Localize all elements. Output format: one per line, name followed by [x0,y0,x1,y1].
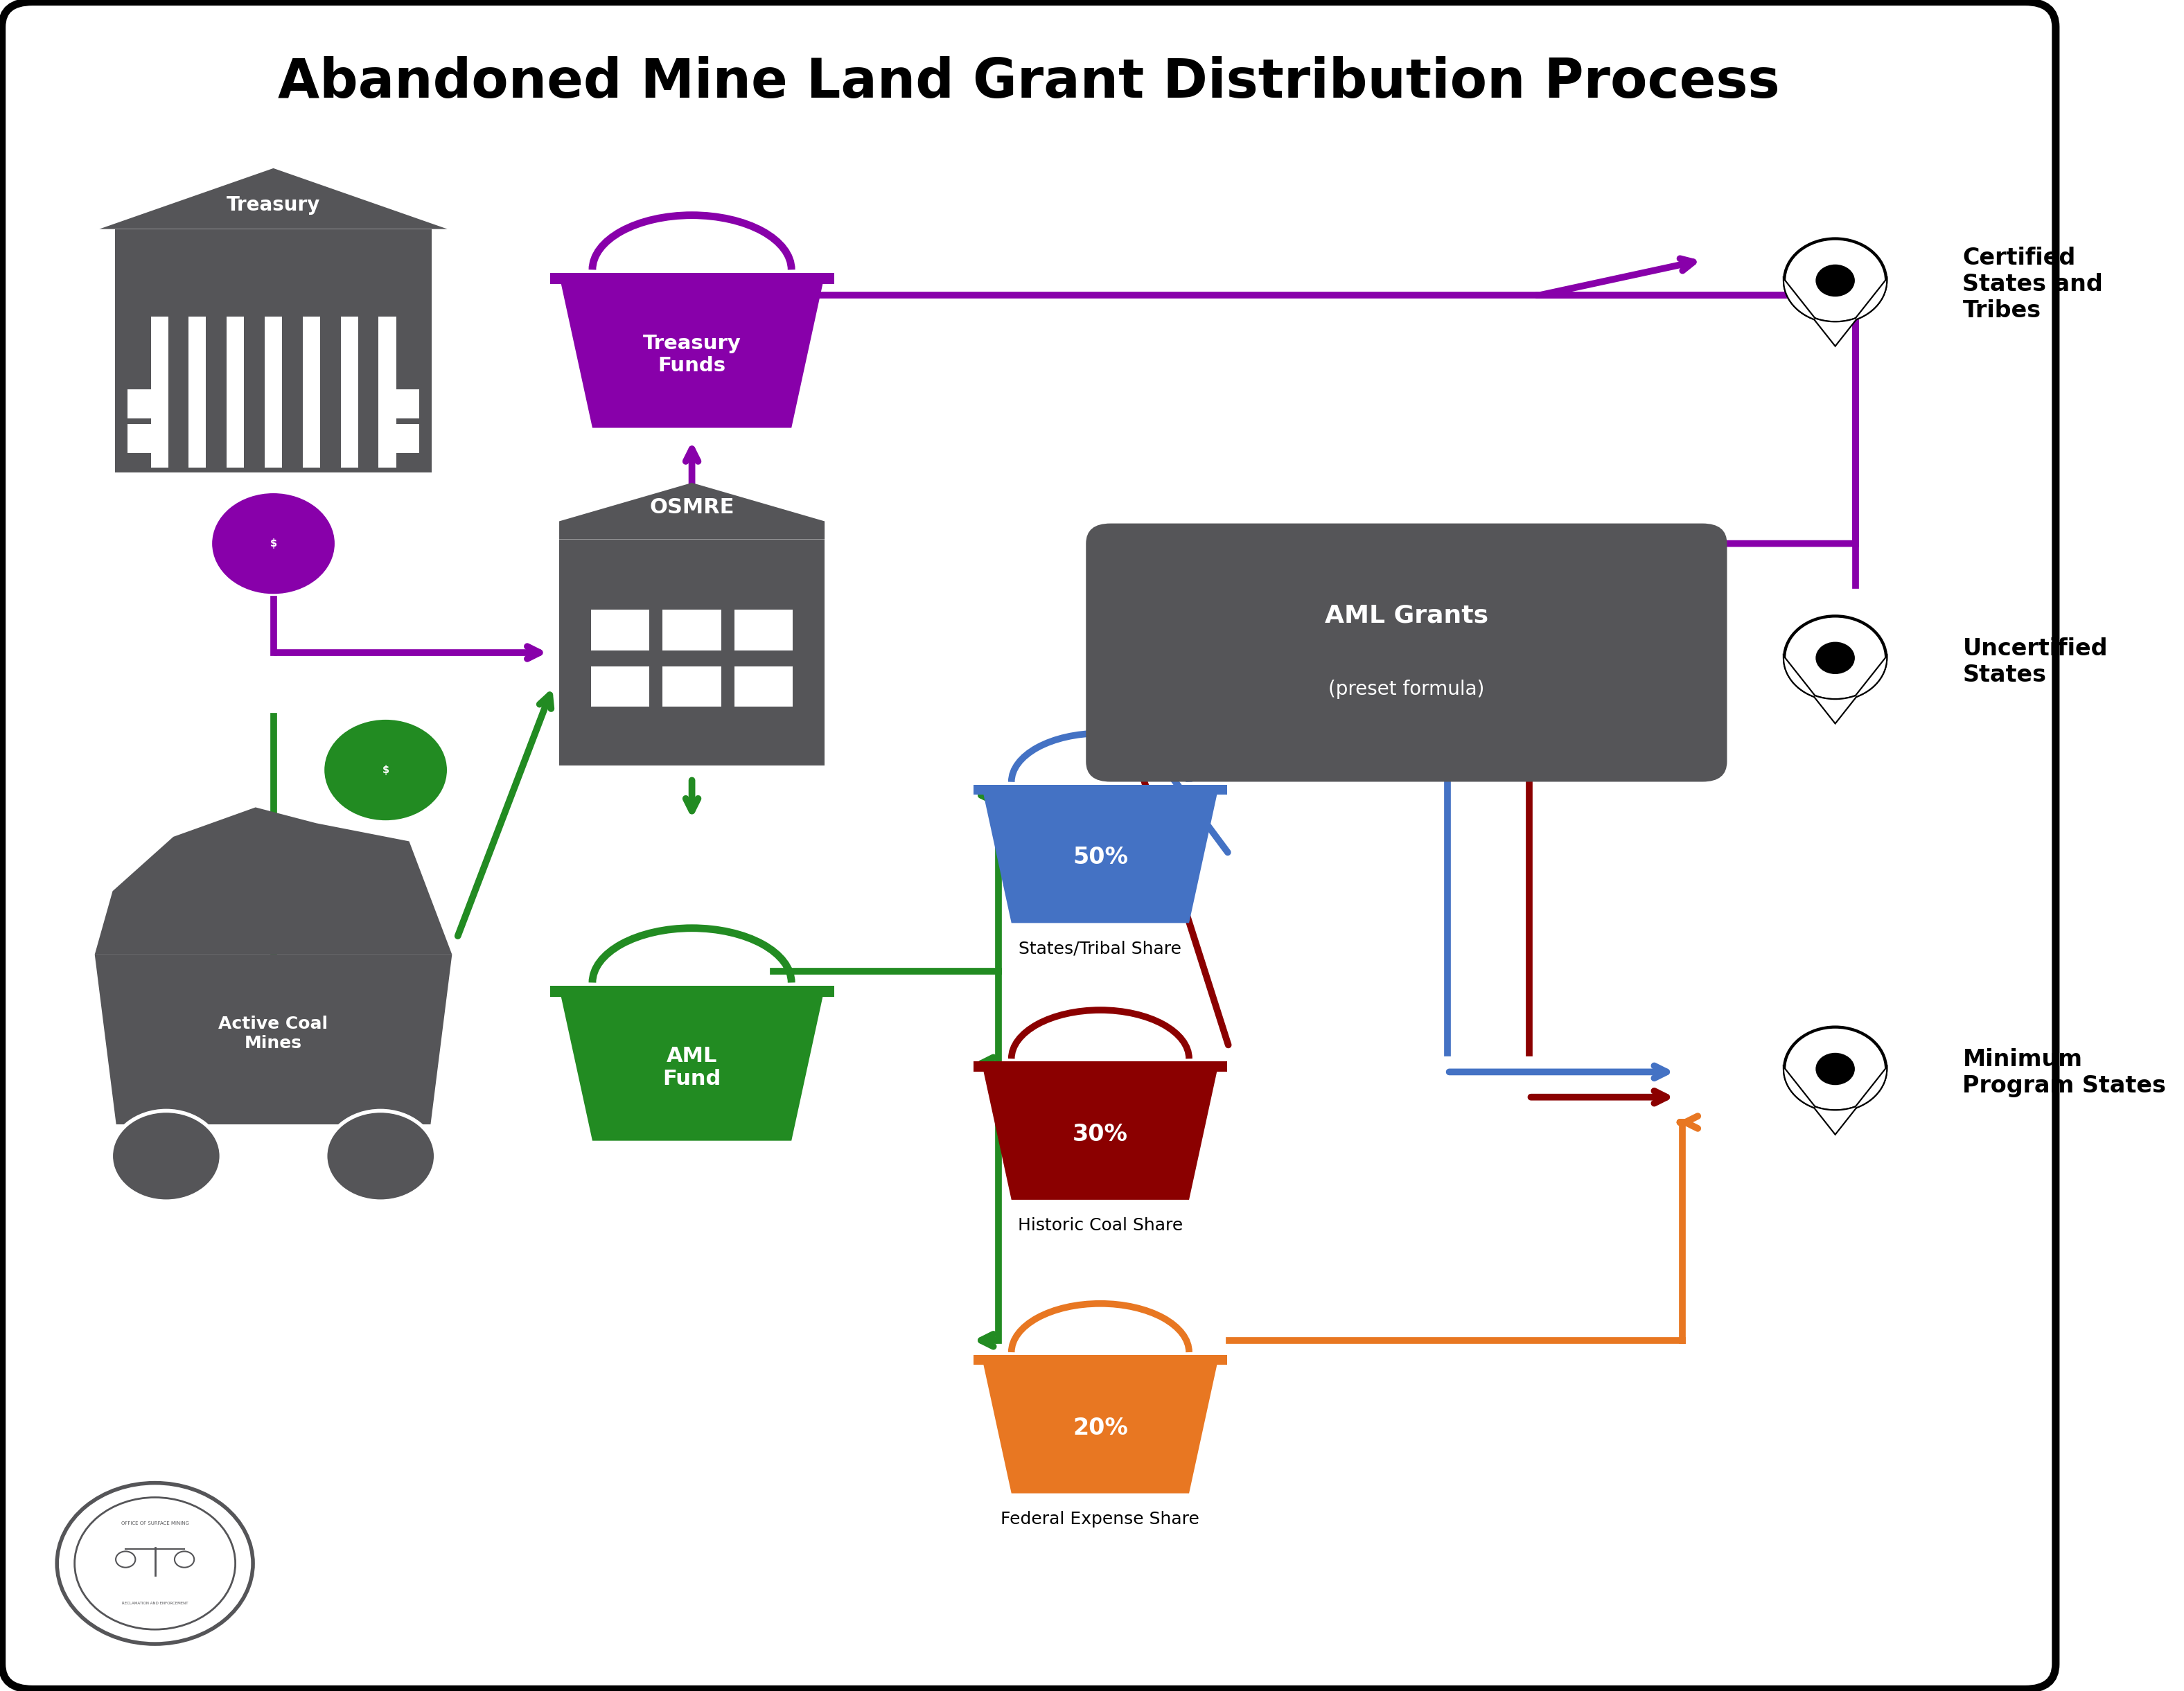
Bar [393,424,419,453]
Bar [974,785,1227,795]
Polygon shape [559,482,826,539]
Circle shape [212,494,334,594]
Bar [734,666,793,707]
Bar [116,228,432,472]
Text: States/Tribal Share: States/Tribal Share [1018,940,1182,957]
Polygon shape [1784,281,1887,345]
Circle shape [1815,643,1854,675]
Polygon shape [1784,658,1887,722]
Circle shape [1784,616,1887,700]
Text: Minimum
Program States: Minimum Program States [1963,1048,2167,1097]
Text: $: $ [382,764,389,774]
Text: Active Coal
Mines: Active Coal Mines [218,1016,328,1052]
Circle shape [1815,264,1854,296]
FancyBboxPatch shape [2,2,2055,1689]
Bar [378,316,395,467]
Bar [974,1354,1227,1365]
Bar [592,609,649,651]
Polygon shape [94,807,452,954]
Text: $: $ [271,538,277,550]
Bar [341,316,358,467]
Text: Historic Coal Share: Historic Coal Share [1018,1218,1184,1234]
Polygon shape [94,954,452,1125]
Bar [227,316,245,467]
Bar [550,272,834,284]
Polygon shape [1784,1069,1887,1133]
Bar [393,389,419,419]
Text: AML
Fund: AML Fund [662,1045,721,1089]
Text: OFFICE OF SURFACE MINING: OFFICE OF SURFACE MINING [120,1522,188,1525]
Bar [559,539,826,766]
Bar [592,666,649,707]
Text: OSMRE: OSMRE [649,497,734,517]
Text: 50%: 50% [1072,846,1127,869]
Text: Certified
States and
Tribes: Certified States and Tribes [1963,247,2103,323]
Polygon shape [559,276,826,428]
Circle shape [1784,238,1887,323]
Bar [151,316,168,467]
Polygon shape [983,786,1219,923]
Bar [188,316,205,467]
Bar [550,986,834,996]
Text: Uncertified
States: Uncertified States [1963,638,2108,687]
Bar [662,666,721,707]
Text: Treasury: Treasury [227,194,321,215]
Circle shape [325,1111,435,1201]
Polygon shape [1784,281,1887,345]
Bar [116,249,432,277]
Bar [264,316,282,467]
Polygon shape [1784,658,1887,722]
Text: 20%: 20% [1072,1417,1127,1439]
Text: (preset formula): (preset formula) [1328,680,1485,698]
FancyBboxPatch shape [1085,524,1728,781]
Polygon shape [98,167,448,228]
Circle shape [325,720,448,820]
Text: 30%: 30% [1072,1123,1127,1146]
Text: AML Grants: AML Grants [1326,604,1487,627]
Bar [662,609,721,651]
Circle shape [57,1483,253,1644]
Polygon shape [559,988,826,1141]
Circle shape [1815,1053,1854,1086]
Polygon shape [1784,1069,1887,1133]
Text: Abandoned Mine Land Grant Distribution Process: Abandoned Mine Land Grant Distribution P… [277,56,1780,108]
Polygon shape [983,1064,1219,1201]
Bar [129,389,153,419]
Circle shape [111,1111,221,1201]
Polygon shape [983,1358,1219,1493]
Text: RECLAMATION AND ENFORCEMENT: RECLAMATION AND ENFORCEMENT [122,1601,188,1605]
Text: Treasury
Funds: Treasury Funds [642,333,740,375]
Bar [974,1062,1227,1072]
Text: Federal Expense Share: Federal Expense Share [1000,1510,1199,1527]
Bar [734,609,793,651]
Bar [304,316,321,467]
Bar [129,424,153,453]
Circle shape [1784,1026,1887,1111]
